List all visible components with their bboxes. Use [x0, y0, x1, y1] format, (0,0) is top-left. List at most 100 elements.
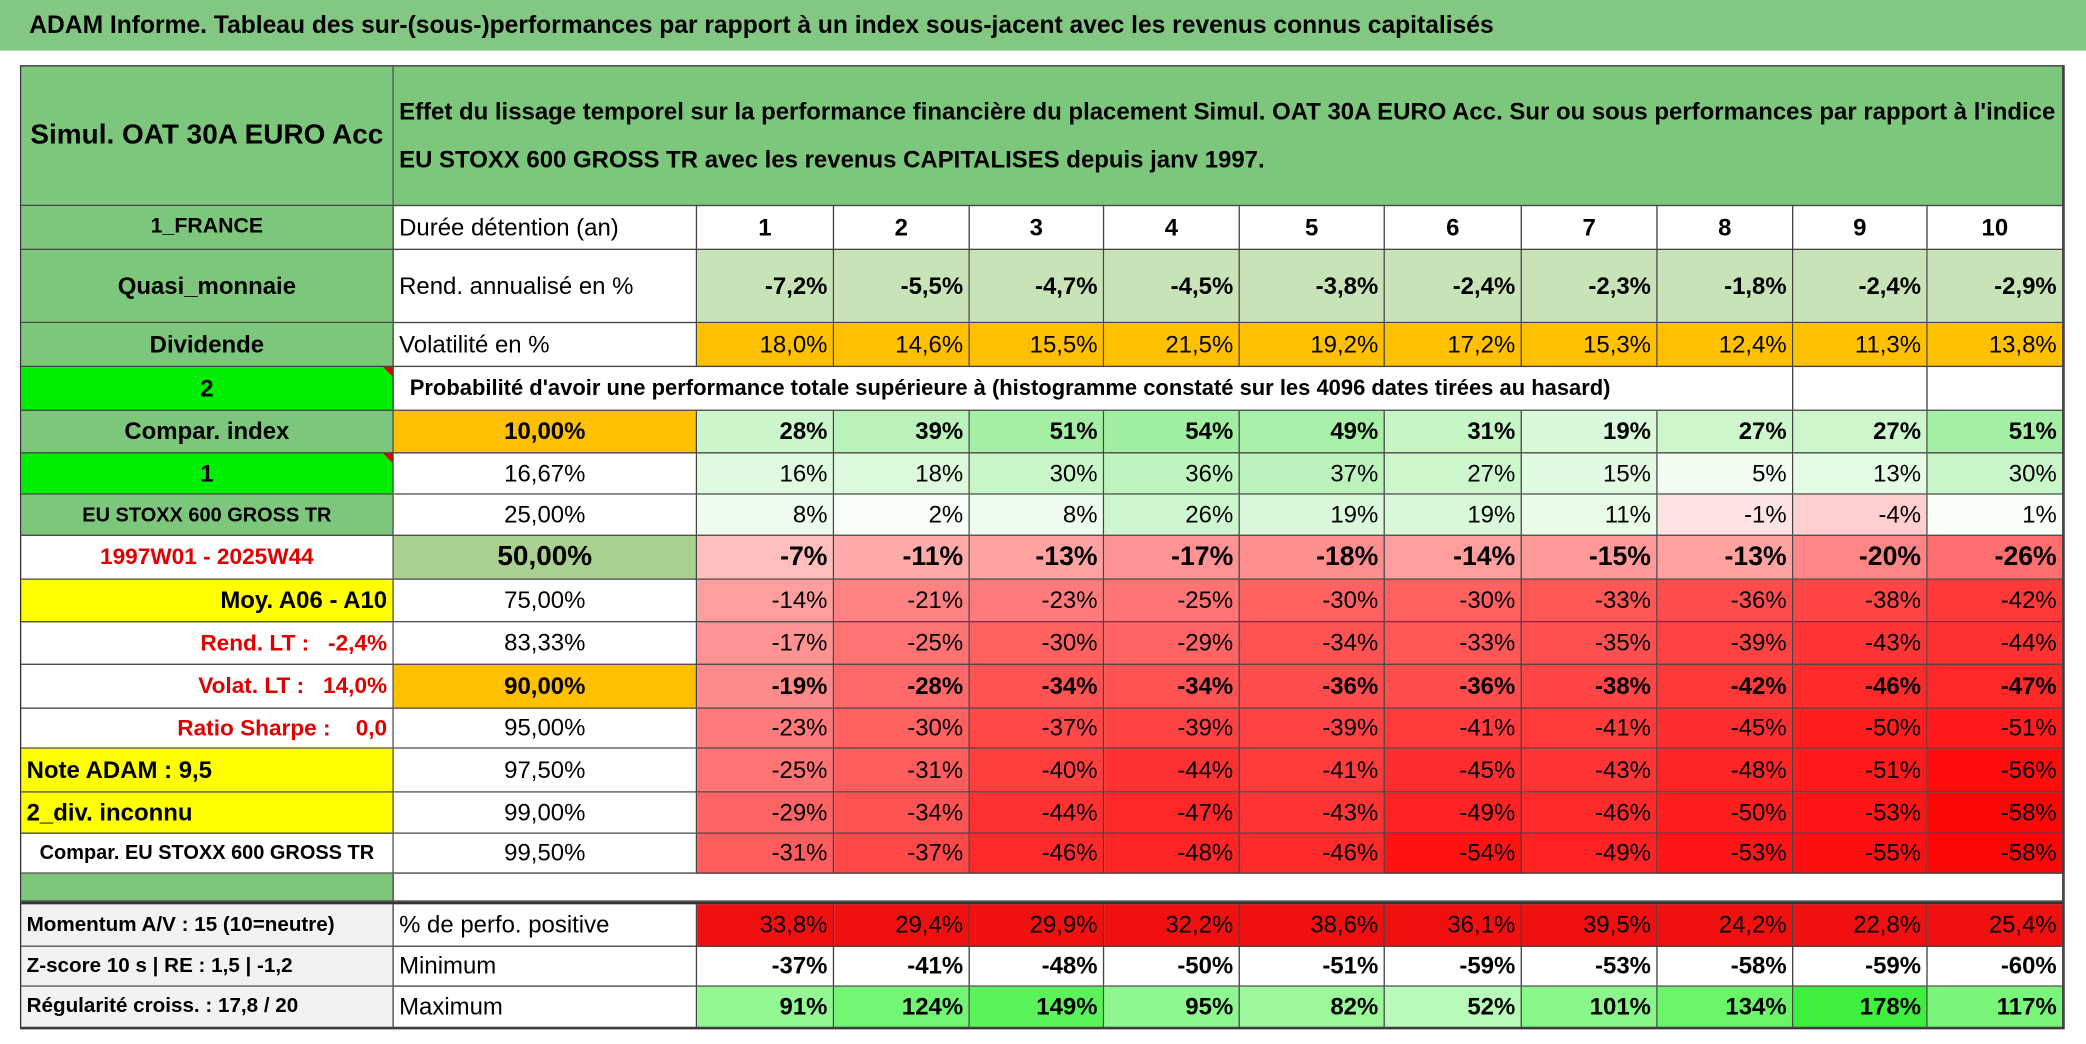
value-cell: 36,1%	[1384, 904, 1522, 947]
value-cell: -2,4%	[1384, 250, 1522, 324]
value-cell: -39%	[1657, 622, 1794, 665]
row-label: Note ADAM : 9,5	[21, 748, 394, 793]
value-cell: -43%	[1793, 622, 1928, 665]
value-cell: -41%	[834, 946, 970, 987]
value-cell: -58%	[1927, 833, 2064, 874]
row-label: EU STOXX 600 GROSS TR	[21, 494, 394, 536]
value-cell: 12,4%	[1657, 323, 1794, 368]
empty-cell	[1927, 367, 2064, 411]
row-label: % de perfo. positive	[393, 904, 698, 947]
value-cell: -54%	[1384, 833, 1522, 874]
value-cell: -33%	[1521, 579, 1658, 623]
value-cell: 30%	[1927, 453, 2064, 495]
value-cell: -28%	[834, 664, 970, 709]
value-cell: -46%	[1793, 664, 1928, 709]
row-label: Maximum	[393, 986, 698, 1029]
value-cell: 27%	[1793, 410, 1928, 454]
value-cell: 124%	[834, 986, 970, 1029]
value-cell: -31%	[834, 748, 970, 793]
value-cell: -25%	[834, 622, 970, 665]
value-cell: 51%	[1927, 410, 2064, 454]
value-cell: -38%	[1521, 664, 1658, 709]
row-label: 16,67%	[393, 453, 698, 495]
row-label: 95,00%	[393, 708, 698, 749]
value-cell: -46%	[1521, 792, 1658, 834]
row-label: 1_FRANCE	[21, 206, 394, 251]
value-cell: -26%	[1927, 535, 2064, 580]
value-cell: 13,8%	[1927, 323, 2064, 368]
value-cell: 11%	[1521, 494, 1658, 536]
value-cell: -50%	[1104, 946, 1240, 987]
value-cell: 32,2%	[1104, 904, 1240, 947]
value-cell: 19%	[1521, 410, 1658, 454]
row-label: Momentum A/V : 15 (10=neutre)	[21, 904, 394, 947]
value-cell: 54%	[1104, 410, 1240, 454]
value-cell: -36%	[1657, 579, 1794, 623]
value-cell: 10	[1927, 206, 2064, 251]
comment-marker	[383, 453, 393, 463]
value-cell: -2,3%	[1521, 250, 1658, 324]
value-cell: -59%	[1793, 946, 1928, 987]
row-label: Quasi_monnaie	[21, 250, 394, 324]
value-cell: -23%	[697, 708, 835, 749]
value-cell: -37%	[834, 833, 970, 874]
value-cell: 5	[1239, 206, 1385, 251]
value-cell: -4,7%	[969, 250, 1105, 324]
row-label: 99,00%	[393, 792, 698, 834]
value-cell: -29%	[1104, 622, 1240, 665]
row-label: 83,33%	[393, 622, 698, 665]
value-cell: 15%	[1521, 453, 1658, 495]
row-label: 2_div. inconnu	[21, 792, 394, 834]
value-cell: -58%	[1657, 946, 1794, 987]
value-cell: 19%	[1384, 494, 1522, 536]
value-cell: 21,5%	[1104, 323, 1240, 368]
row-label: 50,00%	[393, 535, 698, 580]
value-cell: -19%	[697, 664, 835, 709]
value-cell: -46%	[1239, 833, 1385, 874]
empty-cell	[1793, 367, 1928, 411]
value-cell: -46%	[969, 833, 1105, 874]
value-cell: -44%	[1927, 622, 2064, 665]
value-cell: 27%	[1657, 410, 1794, 454]
value-cell: 18,0%	[697, 323, 835, 368]
value-cell: -30%	[969, 622, 1105, 665]
value-cell: -42%	[1657, 664, 1794, 709]
row-label: Volatilité en %	[393, 323, 698, 368]
value-cell: 30%	[969, 453, 1105, 495]
row-label: 25,00%	[393, 494, 698, 536]
value-cell: -14%	[697, 579, 835, 623]
value-cell: 2%	[834, 494, 970, 536]
row-label: Dividende	[21, 323, 394, 368]
value-cell: -34%	[969, 664, 1105, 709]
value-cell: 134%	[1657, 986, 1794, 1029]
value-cell: -3,8%	[1239, 250, 1385, 324]
value-cell: -13%	[969, 535, 1105, 580]
value-cell: 22,8%	[1793, 904, 1928, 947]
value-cell: -33%	[1384, 622, 1522, 665]
value-cell: 38,6%	[1239, 904, 1385, 947]
value-cell: -7%	[697, 535, 835, 580]
value-cell: -23%	[969, 579, 1105, 623]
value-cell: 2	[834, 206, 970, 251]
value-cell: 8%	[969, 494, 1105, 536]
comment-marker	[383, 367, 393, 377]
value-cell: 19%	[1239, 494, 1385, 536]
value-cell: 5%	[1657, 453, 1794, 495]
value-cell: -30%	[1384, 579, 1522, 623]
value-cell: 8%	[697, 494, 835, 536]
value-cell: 9	[1793, 206, 1928, 251]
row-label: 10,00%	[393, 410, 698, 454]
row-label: 75,00%	[393, 579, 698, 623]
value-cell: -36%	[1384, 664, 1522, 709]
value-cell: -56%	[1927, 748, 2064, 793]
value-cell: -37%	[969, 708, 1105, 749]
value-cell: -51%	[1793, 748, 1928, 793]
row-label: Z-score 10 s | RE : 1,5 | -1,2	[21, 946, 394, 987]
separator	[21, 901, 2064, 905]
value-cell: -39%	[1104, 708, 1240, 749]
value-cell: -53%	[1521, 946, 1658, 987]
value-cell: -29%	[697, 792, 835, 834]
value-cell: 91%	[697, 986, 835, 1029]
value-cell: -18%	[1239, 535, 1385, 580]
